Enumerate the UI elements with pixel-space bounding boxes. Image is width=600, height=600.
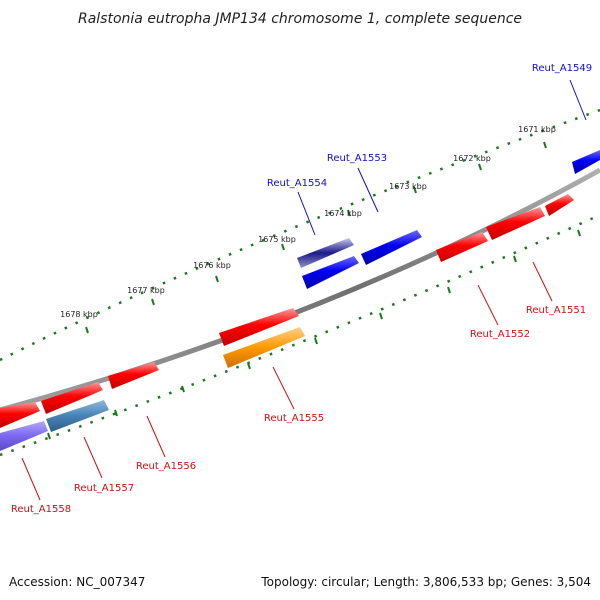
chromosome-backbone — [0, 167, 600, 413]
gene-label-a1549[interactable]: Reut_A1549 — [532, 63, 592, 74]
scale-label: 1675 kbp — [258, 235, 296, 244]
leader-line-a1556 — [146, 415, 166, 458]
scale-label: 1676 kbp — [193, 261, 231, 270]
gene-label-a1557[interactable]: Reut_A1557 — [74, 483, 134, 494]
leader-line-a1554 — [297, 191, 316, 236]
gene-arrow-a1552-a[interactable] — [486, 207, 545, 240]
tick-mark — [47, 432, 51, 440]
gene-arrow-a1558[interactable] — [0, 421, 48, 451]
leader-line-a1553 — [357, 167, 379, 213]
leader-line-a1551 — [532, 261, 553, 302]
tick-mark — [281, 243, 285, 251]
tick-mark — [85, 326, 89, 334]
map-title: Ralstonia eutropha JMP134 chromosome 1, … — [78, 11, 522, 27]
gene-label-a1558[interactable]: Reut_A1558 — [11, 504, 71, 515]
gene-arrow-a1552-b[interactable] — [436, 232, 488, 262]
scale-label: 1674 kbp — [324, 209, 362, 218]
sequence-summary-text: Topology: circular; Length: 3,806,533 bp… — [260, 575, 591, 589]
scale-label: 1672 kbp — [453, 154, 491, 163]
leader-line-a1549 — [569, 79, 587, 121]
tick-mark — [447, 286, 451, 294]
gene-arrow-a1551[interactable] — [545, 194, 574, 216]
gene-label-a1555[interactable]: Reut_A1555 — [264, 413, 324, 424]
tick-mark — [543, 141, 547, 149]
outer-major-ticks — [85, 141, 547, 334]
leader-line-a1558 — [21, 457, 41, 501]
gene-arrow-a1557[interactable] — [46, 400, 109, 432]
gene-arrow-a1554-highlight[interactable] — [297, 238, 354, 268]
gene-label-a1556[interactable]: Reut_A1556 — [136, 461, 196, 472]
scale-label: 1673 kbp — [389, 182, 427, 191]
gene-arrow-forward-red-1[interactable] — [219, 308, 299, 346]
gene-arrow-a1553[interactable] — [361, 230, 422, 265]
scale-label: 1678 kbp — [60, 310, 98, 319]
gene-arrow-a1555[interactable] — [223, 327, 305, 368]
label-leader-lines — [21, 79, 587, 501]
gene-arrow-forward-red-2[interactable] — [108, 362, 159, 389]
gene-label-a1553[interactable]: Reut_A1553 — [327, 153, 387, 164]
tick-mark — [215, 275, 219, 283]
tick-mark — [181, 385, 185, 393]
inner-major-ticks — [47, 229, 581, 440]
scale-label: 1671 kbp — [518, 125, 556, 134]
gene-arrow-forward-red-3[interactable] — [41, 382, 103, 414]
tick-mark — [151, 298, 155, 306]
tick-mark — [314, 337, 318, 345]
leader-line-a1557 — [83, 436, 103, 479]
leader-line-a1555 — [272, 366, 295, 410]
leader-line-a1552 — [477, 284, 499, 326]
tick-mark — [379, 312, 383, 320]
gene-arrow-forward-red-4[interactable] — [0, 402, 40, 428]
inner-scale-track — [0, 213, 600, 457]
gene-arrow-forward-blue[interactable] — [302, 256, 359, 289]
gene-label-a1551[interactable]: Reut_A1551 — [526, 305, 586, 316]
reverse-strand-genes — [0, 194, 574, 451]
tick-mark — [577, 229, 581, 237]
gene-arrow-a1549[interactable] — [572, 150, 600, 174]
outer-scale-track — [0, 108, 600, 362]
tick-mark — [513, 255, 517, 263]
forward-strand-genes — [0, 150, 600, 428]
gene-label-a1552[interactable]: Reut_A1552 — [470, 329, 530, 340]
gene-label-a1554[interactable]: Reut_A1554 — [267, 178, 327, 189]
tick-mark — [413, 186, 417, 194]
scale-labels: 1671 kbp 1672 kbp 1673 kbp 1674 kbp 1675… — [60, 125, 556, 319]
tick-mark — [247, 362, 251, 370]
tick-mark — [347, 209, 351, 217]
accession-text: Accession: NC_007347 — [9, 575, 145, 589]
tick-mark — [478, 163, 482, 171]
gene-labels: Reut_A1549 Reut_A1553 Reut_A1554 Reut_A1… — [11, 63, 592, 515]
tick-mark — [114, 409, 118, 417]
scale-label: 1677 kbp — [127, 286, 165, 295]
